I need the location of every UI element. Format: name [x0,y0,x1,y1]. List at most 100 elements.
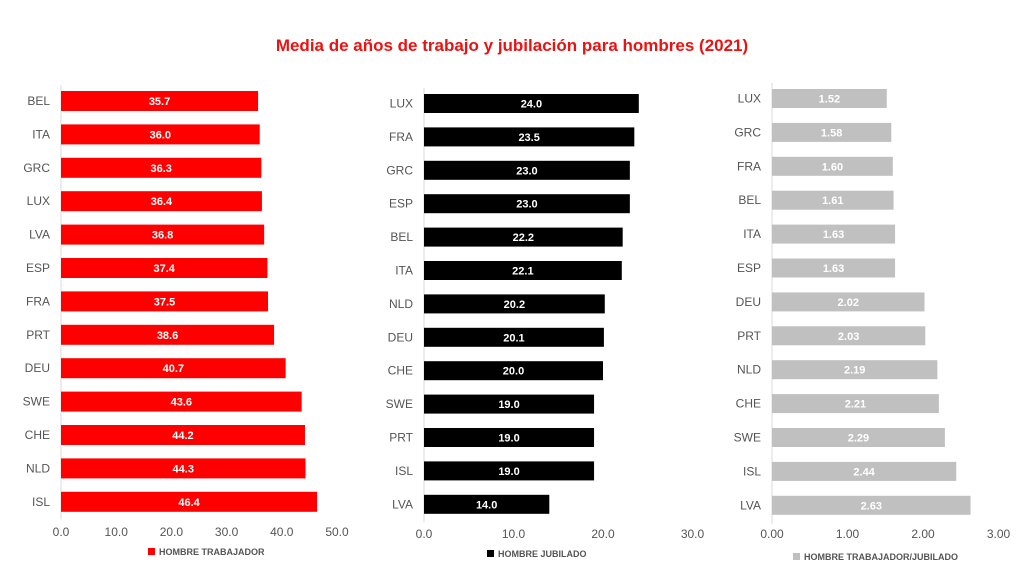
data-label: 2.02 [838,297,859,309]
bar-isl [61,491,318,512]
data-label: 40.7 [163,363,184,375]
data-label: 37.5 [154,296,175,308]
category-label: NLD [737,363,761,377]
category-label: LUX [27,194,50,208]
data-label: 38.6 [157,330,178,342]
category-label: ISL [32,495,50,509]
data-label: 2.63 [861,500,882,512]
data-label: 20.2 [504,299,525,311]
data-label: 1.52 [819,94,840,106]
category-label: LUX [738,92,761,106]
category-label: ITA [395,264,413,278]
tick-label: 20.0 [591,527,615,541]
bar-swe [61,391,302,412]
data-label: 1.61 [822,195,843,207]
category-label: CHE [736,397,761,411]
category-label: GRC [386,163,413,177]
category-label: CHE [388,364,413,378]
category-label: PRT [389,431,413,445]
bar-prt [61,324,275,345]
bar-fra [61,291,268,312]
bar-prt [772,326,926,346]
bar-prt [424,428,595,447]
legend-label: HOMBRE TRABAJADOR/JUBILADO [804,552,958,562]
bar-che [772,394,939,414]
data-label: 19.0 [498,433,519,445]
bar-lva [424,494,550,514]
data-label: 36.4 [151,196,173,208]
data-label: 46.4 [178,497,200,509]
category-label: SWE [734,431,761,445]
bar-deu [424,327,604,347]
bar-esp [61,258,268,278]
legend-swatch [487,550,494,557]
bar-esp [424,194,630,214]
bar-esp [772,258,896,278]
data-label: 23.0 [516,199,537,211]
tick-label: 30.0 [681,527,705,541]
category-label: ESP [389,197,413,211]
bar-grc [772,122,892,142]
tick-label: 30.0 [215,525,239,539]
category-label: BEL [390,230,413,244]
category-label: LUX [390,97,413,111]
category-label: ISL [395,464,413,478]
bar-nld [424,294,605,314]
category-label: BEL [738,193,761,207]
data-label: 1.63 [823,229,844,241]
bar-che [61,425,305,445]
bar-lux [424,94,639,113]
data-label: 36.0 [150,129,171,141]
tick-label: 0.0 [53,525,70,539]
bar-grc [61,157,262,178]
category-label: ITA [743,227,761,241]
chart-title: Media de años de trabajo y jubilación pa… [275,36,749,55]
category-label: GRC [23,161,50,175]
bar-bel [61,91,259,111]
data-label: 36.8 [152,230,173,242]
category-label: CHE [25,428,50,442]
category-label: SWE [23,395,50,409]
tick-label: 0.0 [416,527,433,541]
legend-label: HOMBRE TRABAJADOR [159,547,265,557]
bar-swe [772,428,945,447]
category-label: SWE [386,397,413,411]
bar-nld [772,360,938,380]
data-label: 1.63 [823,263,844,275]
data-label: 2.29 [848,433,869,445]
data-label: 20.0 [503,366,524,378]
legend-swatch [148,548,155,555]
tick-label: 40.0 [270,525,294,539]
data-label: 1.60 [822,161,843,173]
bar-fra [772,156,893,176]
legend-swatch [793,553,800,560]
bar-deu [61,358,286,379]
data-label: 35.7 [149,96,170,108]
bar-swe [424,394,595,414]
data-label: 19.0 [498,466,519,478]
data-label: 36.3 [150,163,171,175]
bar-bel [424,227,623,247]
bar-deu [772,292,925,312]
category-label: FRA [26,294,50,308]
tick-label: 50.0 [325,525,349,539]
data-label: 20.1 [503,332,524,344]
category-label: PRT [26,328,50,342]
bar-lux [61,191,262,212]
data-label: 24.0 [521,99,542,111]
legend-label: HOMBRE JUBILADO [498,549,587,559]
category-label: PRT [737,329,761,343]
category-label: ESP [26,261,50,275]
category-label: FRA [737,159,761,173]
bar-ita [61,124,260,145]
bar-fra [424,127,635,147]
category-label: DEU [25,361,50,375]
bar-che [424,361,603,381]
data-label: 23.5 [518,132,539,144]
bar-ita [424,261,622,280]
bar-lva [61,224,265,245]
tick-label: 10.0 [502,527,526,541]
data-label: 22.1 [512,266,533,278]
tick-label: 10.0 [105,525,129,539]
